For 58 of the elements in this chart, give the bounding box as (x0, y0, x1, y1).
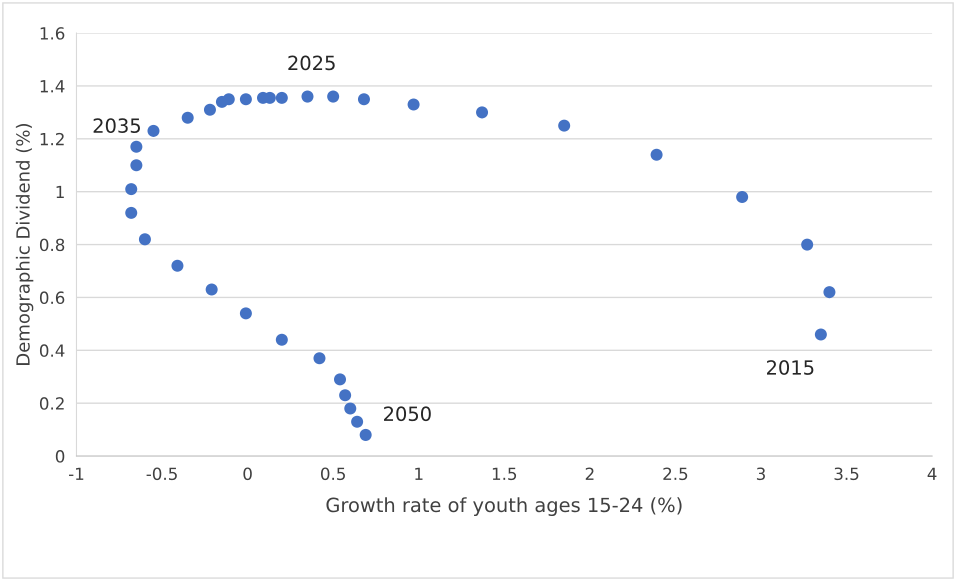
x-tick-label: 0 (243, 467, 252, 480)
x-tick-label: 1 (415, 468, 422, 480)
point (276, 334, 288, 346)
point (182, 112, 194, 124)
point (801, 238, 814, 251)
annotation: 2035 (94, 118, 140, 133)
point (276, 92, 288, 104)
point (339, 389, 352, 402)
y-tick-label: 1 (56, 186, 64, 198)
x-tick-label: 2.5 (663, 467, 688, 480)
y-tick-label: 1.4 (40, 80, 64, 92)
point (558, 120, 570, 132)
y-tick-label: 0 (56, 450, 64, 463)
x-tick-label: 0.5 (321, 467, 345, 480)
point (130, 140, 142, 153)
point (313, 352, 326, 364)
x-tick-label: 3.5 (834, 467, 858, 480)
annotation: 2050 (384, 406, 431, 422)
y-axis-title: Demographic Dividend (%) (16, 124, 34, 365)
x-tick-label: -1 (68, 468, 84, 480)
point (344, 402, 356, 415)
point (476, 106, 488, 118)
point (130, 159, 142, 172)
point (360, 428, 372, 441)
x-tick-label: 3 (756, 467, 765, 480)
point (823, 286, 836, 298)
point (125, 183, 138, 196)
x-tick-label: 4 (928, 468, 936, 480)
point (736, 191, 748, 204)
y-tick-label: 0.8 (40, 238, 64, 252)
point (171, 260, 184, 272)
point (216, 96, 228, 108)
x-tick-label: 2 (586, 467, 594, 480)
point (138, 233, 151, 246)
point (240, 307, 252, 320)
point (358, 93, 370, 106)
point (334, 373, 346, 386)
y-tick-label: 0.2 (40, 397, 64, 410)
x-tick-label: -0.5 (146, 467, 177, 480)
point (408, 98, 420, 111)
point (814, 328, 827, 340)
y-tick-label: 1.2 (40, 132, 64, 146)
annotation: 2025 (288, 56, 335, 70)
point (351, 416, 364, 428)
point (125, 206, 138, 219)
x-axis-title: Growth rate of youth ages 15-24 (%) (326, 497, 682, 516)
x-tick-label: 1.5 (492, 468, 516, 480)
y-tick-label: 1.6 (40, 27, 64, 40)
point (147, 124, 160, 137)
point (327, 90, 340, 103)
point (204, 104, 216, 116)
point (206, 284, 218, 296)
y-tick-label: 0.6 (40, 291, 64, 304)
point (240, 93, 252, 106)
point (301, 90, 314, 103)
y-tick-label: 0.4 (40, 344, 64, 357)
annotation: 2015 (766, 360, 814, 375)
point (650, 148, 663, 161)
